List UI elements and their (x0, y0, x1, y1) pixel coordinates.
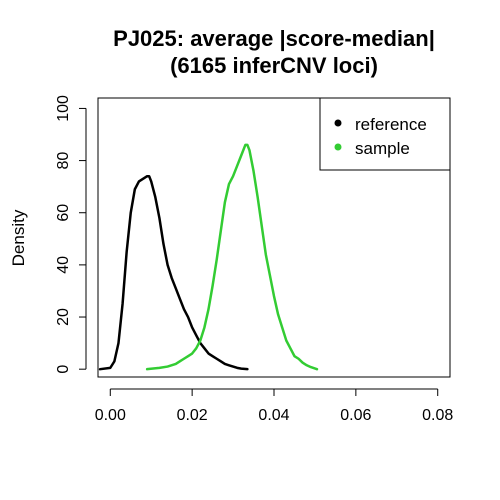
y-tick-label: 0 (55, 365, 72, 374)
y-axis-label: Density (9, 209, 28, 266)
legend-marker-reference (334, 119, 342, 127)
legend-marker-sample (334, 143, 342, 151)
y-tick-label: 20 (55, 308, 72, 326)
series-layer (98, 143, 319, 371)
legend-label-reference: reference (355, 115, 427, 134)
x-tick-label: 0.00 (95, 407, 126, 424)
x-tick-label: 0.02 (177, 407, 208, 424)
chart-subtitle: (6165 inferCNV loci) (170, 53, 378, 78)
x-axis: 0.00 0.02 0.04 0.06 0.08 (95, 388, 453, 424)
y-tick-label: 100 (55, 95, 72, 122)
series-line-sample (145, 143, 319, 371)
chart-title: PJ025: average |score-median| (113, 26, 435, 51)
x-tick-label: 0.06 (340, 407, 371, 424)
legend-box (319, 97, 451, 171)
series-line-reference (98, 174, 249, 371)
y-axis: 0 20 40 60 80 100 (55, 95, 87, 374)
x-tick-label: 0.08 (422, 407, 453, 424)
legend: reference sample (319, 97, 451, 171)
y-tick-label: 60 (55, 204, 72, 222)
plot-box (97, 97, 451, 378)
y-tick-label: 40 (55, 256, 72, 274)
x-tick-label: 0.04 (258, 407, 289, 424)
y-tick-label: 80 (55, 152, 72, 170)
legend-label-sample: sample (355, 139, 410, 158)
